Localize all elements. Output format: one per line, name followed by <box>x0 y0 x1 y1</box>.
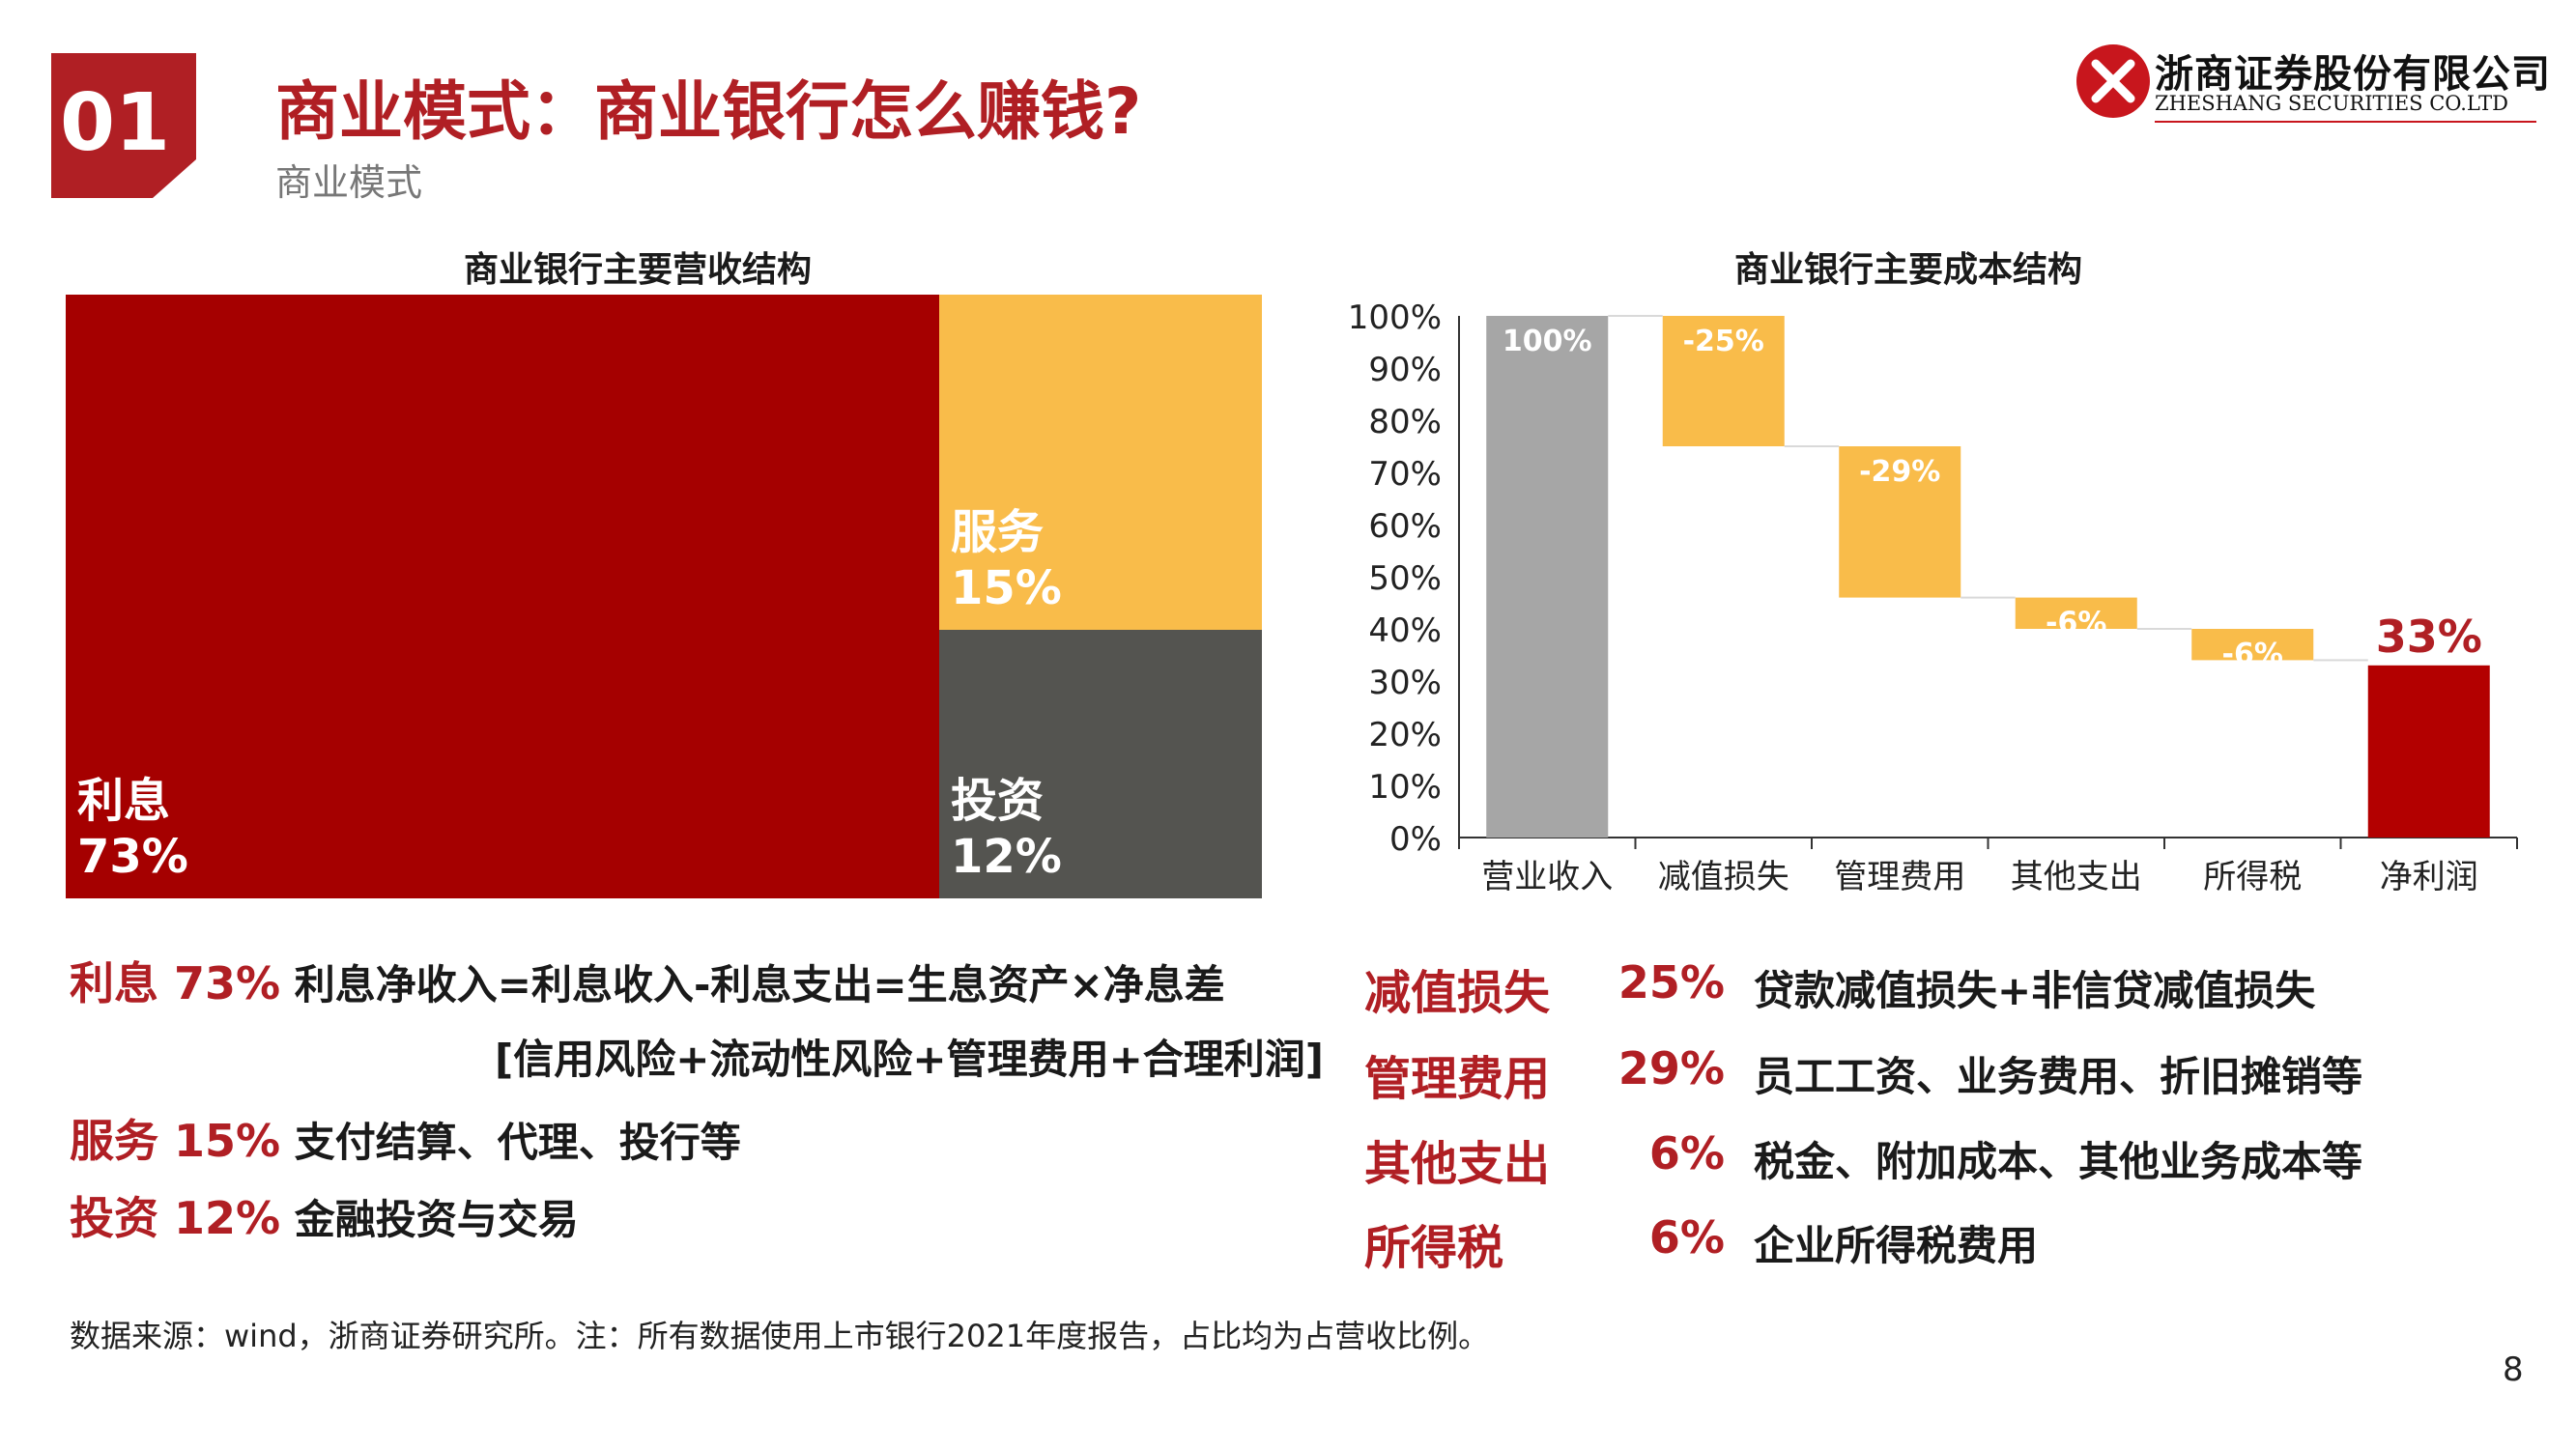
cost-label-other: 其他支出 <box>1364 1137 1551 1191</box>
waterfall-bar <box>1662 316 1785 446</box>
y-tick-label: 20% <box>1368 716 1442 754</box>
cost-desc-impairment: 贷款减值损失+非信贷减值损失 <box>1754 967 2316 1014</box>
cost-waterfall-chart: 0% 10% 20% 30% 40% 50% 60% 70% 80% 90% 100% 营业收入 100… <box>1348 298 2518 896</box>
interest-line: 利息 73% 利息净收入=利息收入-利息支出=生息资产×净息差 <box>70 949 1225 1012</box>
page-subtitle: 商业模式 <box>275 161 423 204</box>
page-title: 商业模式：商业银行怎么赚钱? <box>275 74 1142 149</box>
cost-desc-management: 员工工资、业务费用、折旧摊销等 <box>1754 1053 2363 1100</box>
waterfall-data-label: -25% <box>1683 325 1764 358</box>
y-tick-label: 10% <box>1368 768 1442 807</box>
waterfall-data-label: 100% <box>1503 325 1592 358</box>
waterfall-bar <box>1486 316 1609 838</box>
cost-label-impairment: 减值损失 <box>1364 966 1551 1020</box>
company-logo-icon <box>2076 44 2536 123</box>
waterfall-data-label: 33% <box>2376 611 2482 663</box>
y-tick-label: 60% <box>1368 507 1442 546</box>
treemap-block-interest: 利息 73% <box>66 295 939 898</box>
treemap-block-invest: 投资 12% <box>939 630 1262 898</box>
section-number-badge: 01 <box>51 53 196 198</box>
cost-pct-tax: 6% <box>1648 1211 1725 1264</box>
interest-label: 利息 73% <box>70 957 281 1009</box>
y-tick-label: 30% <box>1368 664 1442 702</box>
waterfall-bar <box>2015 597 2137 629</box>
revenue-chart-title: 商业银行主要营收结构 <box>464 250 813 290</box>
x-category-label: 减值损失 <box>1658 858 1789 896</box>
x-category-label: 净利润 <box>2380 858 2478 896</box>
service-label: 服务 15% <box>70 1115 281 1167</box>
interest-desc: 利息净收入=利息收入-利息支出=生息资产×净息差 <box>294 961 1225 1009</box>
y-tick-label: 90% <box>1368 351 1442 389</box>
y-tick-label: 70% <box>1368 455 1442 494</box>
cost-pct-impairment: 25% <box>1617 956 1725 1009</box>
cost-chart-title: 商业银行主要成本结构 <box>1734 250 2083 290</box>
y-tick-label: 80% <box>1368 403 1442 441</box>
y-tick-label: 100% <box>1348 298 1442 337</box>
invest-desc: 金融投资与交易 <box>294 1196 579 1243</box>
page-number: 8 <box>2503 1350 2524 1389</box>
y-tick-label: 0% <box>1389 820 1442 859</box>
x-category-label: 所得税 <box>2203 858 2302 896</box>
invest-line: 投资 12% 金融投资与交易 <box>70 1183 579 1247</box>
x-category-label: 营业收入 <box>1481 858 1613 896</box>
waterfall-bar <box>2367 665 2490 838</box>
logo-company-name-cn: 浙商证券股份有限公司 <box>2155 51 2551 97</box>
treemap-label-invest: 投资 12% <box>951 774 1062 884</box>
treemap-label-service: 服务 15% <box>951 505 1062 615</box>
cost-desc-other: 税金、附加成本、其他业务成本等 <box>1754 1138 2363 1185</box>
waterfall-bar <box>1839 446 1961 598</box>
x-category-label: 其他支出 <box>2011 858 2142 896</box>
waterfall-data-label: -6% <box>2222 638 2283 671</box>
cost-pct-management: 29% <box>1617 1042 1725 1094</box>
waterfall-data-label: -6% <box>2046 607 2106 640</box>
service-desc: 支付结算、代理、投行等 <box>294 1119 741 1166</box>
treemap-label-interest: 利息 73% <box>77 774 188 884</box>
cost-pct-other: 6% <box>1648 1127 1725 1179</box>
y-tick-label: 50% <box>1368 559 1442 598</box>
cost-label-management: 管理费用 <box>1364 1052 1551 1106</box>
treemap-block-service: 服务 15% <box>939 295 1262 630</box>
cost-desc-tax: 企业所得税费用 <box>1754 1222 2039 1269</box>
x-category-label: 管理费用 <box>1834 858 1965 896</box>
invest-label: 投资 12% <box>70 1192 281 1244</box>
waterfall-bar <box>2191 629 2314 661</box>
service-line: 服务 15% 支付结算、代理、投行等 <box>70 1106 741 1170</box>
waterfall-data-label: -29% <box>1859 455 1940 489</box>
interest-desc-2: [信用风险+流动性风险+管理费用+合理利润] <box>495 1036 1324 1083</box>
logo-company-name-en: ZHESHANG SECURITIES CO.LTD <box>2155 92 2509 115</box>
cost-label-tax: 所得税 <box>1364 1221 1504 1275</box>
section-number: 01 <box>60 77 170 169</box>
y-tick-label: 40% <box>1368 611 1442 650</box>
data-source-note: 数据来源：wind，浙商证券研究所。注：所有数据使用上市银行2021年度报告，占… <box>70 1318 1490 1354</box>
